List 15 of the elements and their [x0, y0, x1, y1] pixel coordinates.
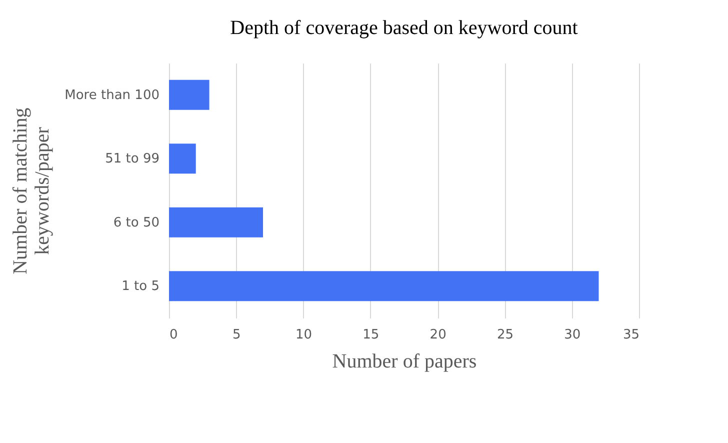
y-tick-label: 1 to 5 — [122, 279, 160, 294]
x-tick-label: 0 — [170, 328, 178, 342]
y-tick-label: More than 100 — [64, 88, 160, 103]
y-tick-label: 6 to 50 — [113, 215, 160, 230]
y-axis-title: Number of matching keywords/paper — [10, 108, 54, 274]
chart-title: Depth of coverage based on keyword count — [230, 17, 578, 39]
y-tick-label: 51 to 99 — [105, 152, 160, 167]
x-tick-label: 5 — [232, 328, 241, 342]
x-tick-label: 10 — [296, 328, 312, 342]
x-tick-label: 20 — [430, 328, 446, 342]
x-tick-label: 35 — [622, 328, 640, 342]
x-tick-label: 25 — [496, 328, 514, 342]
x-tick-label: 15 — [362, 328, 380, 342]
x-tick-label: 30 — [564, 328, 581, 342]
x-axis-title: Number of papers — [332, 350, 477, 372]
